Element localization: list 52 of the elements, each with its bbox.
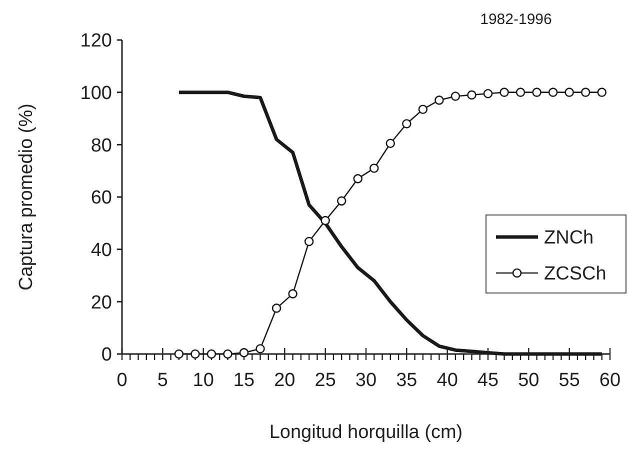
legend-label: ZCSCh <box>544 264 606 285</box>
y-tick-label: 20 <box>90 292 112 314</box>
x-tick-label: 25 <box>314 370 336 391</box>
point <box>304 236 314 246</box>
x-tick-label: 35 <box>396 370 418 391</box>
point <box>369 164 379 173</box>
point <box>418 104 428 114</box>
point <box>564 88 574 97</box>
x-tick-label: 20 <box>274 370 296 391</box>
point <box>174 349 184 359</box>
point <box>597 88 607 97</box>
legend-label: ZNCh <box>544 228 594 249</box>
chart-title: 1982-1996 <box>480 11 552 28</box>
x-tick-label: 60 <box>599 370 621 391</box>
point <box>402 119 412 128</box>
point <box>516 88 526 97</box>
point <box>288 289 298 298</box>
x-tick-label: 10 <box>192 370 214 391</box>
point <box>256 344 265 354</box>
point <box>320 216 330 226</box>
point <box>206 349 216 359</box>
x-tick-label: 5 <box>157 370 168 391</box>
y-tick-label: 0 <box>101 344 112 366</box>
y-tick-label: 40 <box>90 240 112 261</box>
x-tick-label: 40 <box>436 370 458 391</box>
point <box>336 196 346 206</box>
point <box>532 88 542 97</box>
x-tick-label: 30 <box>355 370 377 391</box>
point <box>190 349 200 359</box>
point <box>353 174 363 184</box>
point <box>500 88 509 97</box>
x-tick-label: 55 <box>558 370 580 391</box>
point <box>272 304 282 313</box>
y-tick-label: 100 <box>80 82 112 104</box>
x-tick-label: 50 <box>518 370 540 391</box>
x-tick-label: 45 <box>477 370 499 391</box>
x-tick-label: 0 <box>116 370 128 391</box>
point <box>223 349 232 359</box>
point <box>467 90 476 100</box>
point <box>450 92 460 101</box>
y-tick-label: 80 <box>90 135 112 156</box>
point <box>580 88 590 97</box>
x-axis-title: Longitud horquilla (cm) <box>269 422 463 443</box>
point <box>483 88 493 98</box>
point <box>548 88 558 97</box>
point <box>386 138 396 148</box>
y-tick-label: 120 <box>80 30 112 52</box>
y-axis-title: Captura promedio (%) <box>16 104 37 290</box>
x-tick-label: 15 <box>233 370 255 391</box>
y-tick-label: 60 <box>90 188 112 209</box>
point <box>239 348 249 358</box>
point <box>434 96 444 105</box>
